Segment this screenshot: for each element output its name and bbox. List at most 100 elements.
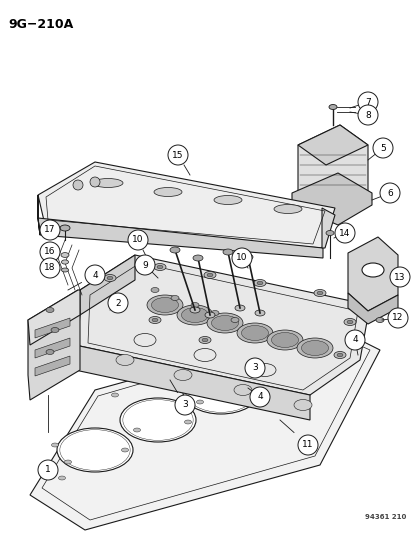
Ellipse shape bbox=[46, 308, 54, 312]
Ellipse shape bbox=[293, 400, 311, 410]
Circle shape bbox=[108, 293, 128, 313]
Ellipse shape bbox=[336, 353, 342, 357]
Ellipse shape bbox=[46, 350, 54, 354]
Ellipse shape bbox=[62, 268, 68, 272]
Ellipse shape bbox=[223, 249, 233, 255]
Polygon shape bbox=[38, 162, 334, 248]
Polygon shape bbox=[35, 318, 70, 338]
Ellipse shape bbox=[120, 398, 195, 442]
Text: 9G−210A: 9G−210A bbox=[8, 18, 73, 31]
Ellipse shape bbox=[151, 297, 178, 312]
Ellipse shape bbox=[190, 307, 199, 313]
Ellipse shape bbox=[313, 289, 325, 296]
Circle shape bbox=[135, 255, 154, 275]
Ellipse shape bbox=[121, 448, 128, 452]
Ellipse shape bbox=[235, 305, 244, 311]
Ellipse shape bbox=[171, 295, 178, 301]
Text: 4: 4 bbox=[256, 392, 262, 401]
Ellipse shape bbox=[147, 295, 183, 315]
Ellipse shape bbox=[325, 230, 333, 236]
Text: 1: 1 bbox=[45, 465, 51, 474]
Ellipse shape bbox=[245, 342, 321, 386]
Ellipse shape bbox=[310, 366, 317, 370]
Ellipse shape bbox=[61, 253, 69, 257]
Ellipse shape bbox=[149, 317, 161, 324]
Ellipse shape bbox=[58, 476, 65, 480]
Polygon shape bbox=[347, 237, 397, 311]
Ellipse shape bbox=[273, 205, 301, 214]
Ellipse shape bbox=[64, 460, 71, 464]
Ellipse shape bbox=[184, 420, 191, 424]
Ellipse shape bbox=[116, 354, 134, 366]
Ellipse shape bbox=[107, 276, 113, 280]
Circle shape bbox=[372, 138, 392, 158]
Circle shape bbox=[389, 267, 409, 287]
Ellipse shape bbox=[57, 428, 133, 472]
Ellipse shape bbox=[104, 274, 116, 281]
Ellipse shape bbox=[300, 311, 307, 315]
Text: 17: 17 bbox=[44, 225, 56, 235]
Text: 12: 12 bbox=[392, 313, 403, 322]
Polygon shape bbox=[80, 255, 135, 315]
Ellipse shape bbox=[271, 333, 298, 348]
Text: 2: 2 bbox=[115, 298, 121, 308]
Circle shape bbox=[244, 358, 264, 378]
Ellipse shape bbox=[256, 281, 262, 285]
Polygon shape bbox=[35, 356, 70, 376]
Text: 11: 11 bbox=[301, 440, 313, 449]
Ellipse shape bbox=[233, 384, 252, 395]
Ellipse shape bbox=[170, 247, 180, 253]
Ellipse shape bbox=[346, 320, 352, 324]
Ellipse shape bbox=[211, 316, 238, 330]
Ellipse shape bbox=[151, 287, 159, 293]
Ellipse shape bbox=[154, 188, 182, 197]
Circle shape bbox=[344, 330, 364, 350]
Ellipse shape bbox=[333, 351, 345, 359]
Ellipse shape bbox=[199, 336, 211, 343]
Ellipse shape bbox=[206, 273, 212, 277]
Polygon shape bbox=[38, 195, 40, 235]
Text: 13: 13 bbox=[393, 272, 405, 281]
Ellipse shape bbox=[237, 338, 244, 342]
Text: 7: 7 bbox=[364, 98, 370, 107]
Circle shape bbox=[357, 105, 377, 125]
Ellipse shape bbox=[133, 428, 140, 432]
Ellipse shape bbox=[301, 341, 328, 356]
Circle shape bbox=[175, 395, 195, 415]
Ellipse shape bbox=[60, 225, 70, 231]
Ellipse shape bbox=[154, 263, 166, 271]
Polygon shape bbox=[75, 345, 309, 420]
Circle shape bbox=[168, 145, 188, 165]
Ellipse shape bbox=[296, 338, 332, 358]
Circle shape bbox=[231, 248, 252, 268]
Ellipse shape bbox=[259, 372, 266, 376]
Ellipse shape bbox=[254, 279, 266, 287]
Ellipse shape bbox=[344, 351, 351, 355]
Ellipse shape bbox=[206, 313, 242, 333]
Polygon shape bbox=[347, 293, 397, 324]
Circle shape bbox=[38, 460, 58, 480]
Ellipse shape bbox=[331, 335, 338, 339]
Ellipse shape bbox=[174, 365, 181, 369]
Polygon shape bbox=[28, 290, 80, 400]
Ellipse shape bbox=[111, 393, 118, 397]
Text: 4: 4 bbox=[351, 335, 357, 344]
Text: 16: 16 bbox=[44, 247, 56, 256]
Ellipse shape bbox=[173, 369, 192, 381]
Circle shape bbox=[90, 177, 100, 187]
Text: 3: 3 bbox=[252, 364, 257, 373]
Circle shape bbox=[73, 180, 83, 190]
Text: 14: 14 bbox=[339, 229, 350, 238]
Ellipse shape bbox=[236, 323, 272, 343]
Circle shape bbox=[40, 242, 60, 262]
Ellipse shape bbox=[157, 265, 163, 269]
Ellipse shape bbox=[152, 318, 158, 322]
Ellipse shape bbox=[51, 443, 58, 447]
Polygon shape bbox=[38, 218, 322, 258]
Ellipse shape bbox=[316, 291, 322, 295]
Ellipse shape bbox=[204, 312, 214, 318]
Ellipse shape bbox=[196, 400, 203, 404]
Ellipse shape bbox=[211, 311, 218, 316]
Text: 5: 5 bbox=[379, 143, 385, 152]
Ellipse shape bbox=[241, 326, 268, 341]
